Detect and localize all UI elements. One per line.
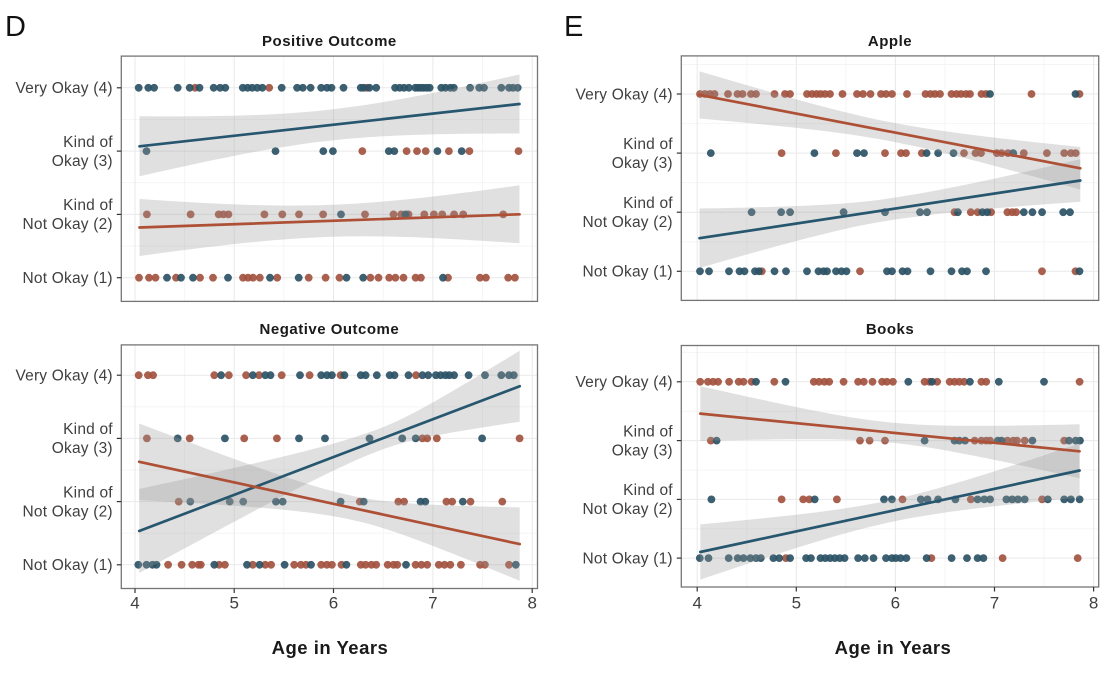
svg-text:4: 4 <box>130 594 139 613</box>
svg-text:Okay (3): Okay (3) <box>52 440 113 457</box>
svg-text:Positive Outcome: Positive Outcome <box>262 33 397 50</box>
svg-text:8: 8 <box>527 594 536 613</box>
svg-text:7: 7 <box>990 594 999 613</box>
svg-text:Not Okay (1): Not Okay (1) <box>583 264 673 281</box>
svg-text:8: 8 <box>1089 594 1098 613</box>
svg-text:Age in Years: Age in Years <box>835 637 952 658</box>
svg-text:Age in Years: Age in Years <box>272 637 389 658</box>
svg-text:4: 4 <box>692 594 701 613</box>
svg-text:E: E <box>564 11 583 43</box>
svg-text:Not Okay (2): Not Okay (2) <box>23 216 113 233</box>
svg-text:5: 5 <box>792 594 801 613</box>
svg-text:Apple: Apple <box>868 33 912 50</box>
svg-text:Kind of: Kind of <box>623 482 673 499</box>
svg-text:D: D <box>5 11 26 43</box>
svg-text:Kind of: Kind of <box>63 484 113 501</box>
svg-text:7: 7 <box>428 594 437 613</box>
svg-text:6: 6 <box>329 594 338 613</box>
svg-text:Very Okay (4): Very Okay (4) <box>575 374 672 391</box>
svg-text:Negative Outcome: Negative Outcome <box>260 321 400 338</box>
svg-text:Not Okay (1): Not Okay (1) <box>23 557 113 574</box>
svg-text:Not Okay (2): Not Okay (2) <box>23 503 113 520</box>
svg-text:Kind of: Kind of <box>63 197 113 214</box>
svg-text:5: 5 <box>229 594 238 613</box>
svg-text:Kind of: Kind of <box>623 136 673 153</box>
svg-text:Okay (3): Okay (3) <box>612 155 673 172</box>
svg-text:Kind of: Kind of <box>63 421 113 438</box>
svg-text:Not Okay (1): Not Okay (1) <box>23 270 113 287</box>
svg-text:Okay (3): Okay (3) <box>52 153 113 170</box>
svg-text:Very Okay (4): Very Okay (4) <box>15 80 112 97</box>
svg-text:Very Okay (4): Very Okay (4) <box>575 86 672 103</box>
svg-text:Kind of: Kind of <box>623 423 673 440</box>
svg-text:Not Okay (1): Not Okay (1) <box>583 550 673 567</box>
svg-text:6: 6 <box>891 594 900 613</box>
svg-text:Books: Books <box>866 321 914 338</box>
svg-text:Very Okay (4): Very Okay (4) <box>15 368 112 385</box>
svg-text:Not Okay (2): Not Okay (2) <box>583 214 673 231</box>
svg-text:Not Okay (2): Not Okay (2) <box>583 501 673 518</box>
svg-text:Kind of: Kind of <box>623 195 673 212</box>
svg-text:Kind of: Kind of <box>63 134 113 151</box>
svg-text:Okay (3): Okay (3) <box>612 442 673 459</box>
